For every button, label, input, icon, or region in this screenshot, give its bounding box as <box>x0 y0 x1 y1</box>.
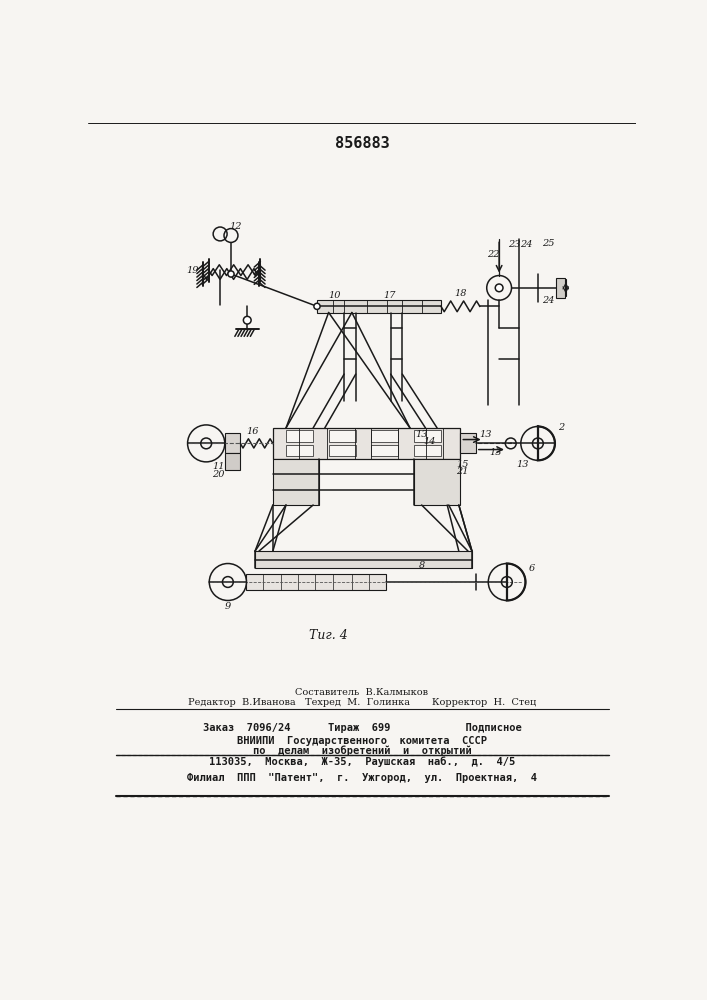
Bar <box>460 433 476 453</box>
Bar <box>414 445 441 456</box>
Text: 25: 25 <box>542 239 555 248</box>
Bar <box>317 300 441 313</box>
Text: 14: 14 <box>423 437 436 446</box>
Text: Редактор  В.Иванова   Техред  М.  Голинка       Корректор  Н.  Стец: Редактор В.Иванова Техред М. Голинка Кор… <box>188 698 536 707</box>
Bar <box>273 459 320 505</box>
Circle shape <box>495 284 503 292</box>
Text: 13: 13 <box>416 430 428 439</box>
Text: 15: 15 <box>457 460 469 469</box>
Circle shape <box>228 271 234 277</box>
Text: 19: 19 <box>187 266 199 275</box>
Text: Составитель  В.Калмыков: Составитель В.Калмыков <box>296 688 428 697</box>
Bar <box>329 445 356 456</box>
Bar <box>225 453 240 470</box>
Text: 12: 12 <box>230 222 242 231</box>
Bar <box>247 574 386 590</box>
Text: по  делам  изобретений  и  открытий: по делам изобретений и открытий <box>252 745 472 756</box>
Text: 11: 11 <box>212 462 225 471</box>
Text: 8: 8 <box>419 561 425 570</box>
Text: 113035,  Москва,  Ж-35,  Раушская  наб.,  д.  4/5: 113035, Москва, Ж-35, Раушская наб., д. … <box>209 756 515 767</box>
Text: 13: 13 <box>516 460 529 469</box>
Text: 18: 18 <box>454 289 467 298</box>
Bar <box>286 430 313 442</box>
Bar <box>414 459 460 505</box>
Text: Τиг. 4: Τиг. 4 <box>309 629 348 642</box>
Bar <box>255 551 472 568</box>
Bar <box>286 445 313 456</box>
Bar <box>225 433 240 453</box>
Text: 21: 21 <box>457 467 469 476</box>
Bar <box>414 430 441 442</box>
Text: 6: 6 <box>529 564 534 573</box>
Bar <box>371 445 398 456</box>
Text: 13: 13 <box>489 448 501 457</box>
Text: Заказ  7096/24      Тираж  699            Подписное: Заказ 7096/24 Тираж 699 Подписное <box>203 723 521 733</box>
Text: 16: 16 <box>247 427 259 436</box>
Circle shape <box>243 316 251 324</box>
Text: 9: 9 <box>225 602 231 611</box>
Text: 856883: 856883 <box>334 136 390 151</box>
Bar <box>273 428 460 459</box>
Bar <box>556 278 565 298</box>
Text: 23: 23 <box>508 240 520 249</box>
Text: 22: 22 <box>488 250 500 259</box>
Circle shape <box>314 303 320 309</box>
Text: 17: 17 <box>382 291 395 300</box>
Bar <box>371 430 398 442</box>
Text: Филиал  ППП  "Патент",  г.  Ужгород,  ул.  Проектная,  4: Филиал ППП "Патент", г. Ужгород, ул. Про… <box>187 773 537 783</box>
Text: 13: 13 <box>479 430 491 439</box>
Text: 24: 24 <box>542 296 554 305</box>
Text: 2: 2 <box>558 424 564 432</box>
Text: 10: 10 <box>329 291 341 300</box>
Bar <box>329 430 356 442</box>
Text: 24: 24 <box>520 240 532 249</box>
Text: 20: 20 <box>212 470 225 479</box>
Text: ВНИИПИ  Государственного  комитета  СССР: ВНИИПИ Государственного комитета СССР <box>237 736 487 746</box>
